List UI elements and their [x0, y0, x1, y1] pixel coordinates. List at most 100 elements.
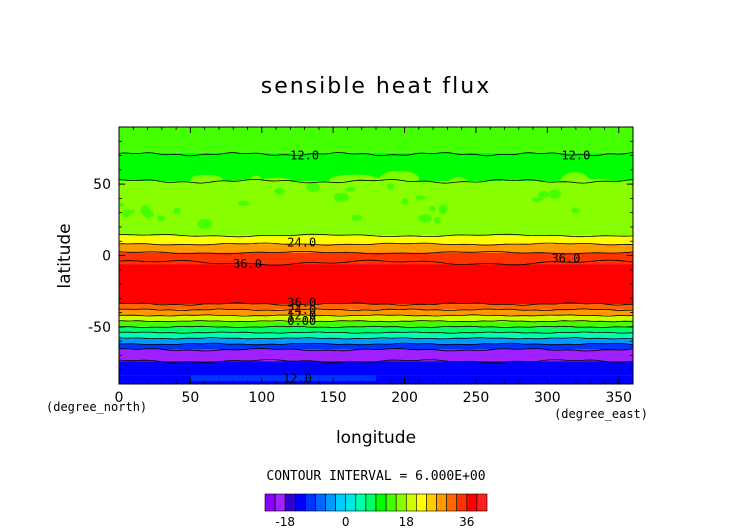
contour-patch — [515, 219, 535, 226]
colorbar-swatch — [345, 493, 357, 512]
colorbar-swatch — [385, 493, 397, 512]
contour-band — [119, 244, 633, 253]
x-tick-label: 100 — [248, 390, 275, 406]
contour-lines — [119, 151, 633, 364]
colorbar-swatch — [294, 493, 306, 512]
y-axis-ticks: -50 0 50 — [88, 140, 633, 371]
contour-patch — [312, 215, 342, 222]
x-tick-label: 200 — [391, 390, 418, 406]
contour-patch — [351, 214, 363, 221]
contour-band — [119, 338, 633, 345]
contour-patch — [594, 207, 626, 220]
contour-band — [119, 309, 633, 316]
contour-interval-text: CONTOUR INTERVAL = 6.000E+00 — [266, 469, 485, 484]
y-tick-label: 0 — [102, 249, 111, 265]
contour-patch — [292, 203, 308, 221]
x-tick-label: 50 — [181, 390, 199, 406]
colorbar-tick-label: 18 — [399, 515, 414, 529]
contour-line — [119, 233, 633, 238]
contour-band — [119, 264, 633, 305]
contour-patch — [173, 207, 181, 215]
colorbar-swatch — [365, 493, 377, 512]
contour-patch — [208, 207, 222, 221]
contour-line — [119, 178, 633, 184]
contour-patch — [274, 187, 285, 195]
colorbar-swatch — [305, 493, 316, 512]
contour-patch — [412, 198, 429, 217]
contour-label: 36.0 — [287, 296, 316, 310]
contour-patch — [379, 170, 420, 187]
colorbar-swatch — [325, 493, 336, 512]
contour-patch — [436, 217, 479, 226]
contour-patch — [150, 181, 167, 188]
colorbar-swatch — [405, 493, 417, 512]
x-tick-label: 350 — [605, 390, 632, 406]
contour-label: 12.0 — [561, 149, 590, 163]
contour-line — [119, 359, 633, 364]
colorbar-swatch — [395, 493, 407, 512]
contour-patch — [154, 202, 209, 212]
contour-patch — [173, 214, 205, 222]
contour-patch — [329, 174, 381, 186]
contour-patch — [381, 211, 409, 220]
contour-patch — [237, 200, 250, 206]
contour-band — [119, 321, 633, 327]
contour-patch — [560, 172, 590, 190]
colorbar-swatch — [466, 493, 478, 512]
contour-line — [119, 151, 633, 157]
contour-patch — [197, 218, 213, 229]
contour-label: 36.0 — [233, 257, 262, 271]
contour-line — [119, 320, 633, 323]
contour-band — [119, 315, 633, 322]
contour-patch — [438, 204, 448, 215]
y-tick-label: 50 — [93, 177, 111, 193]
contour-patch — [390, 223, 418, 234]
contour-patch — [168, 183, 207, 202]
contour-patch — [317, 219, 373, 233]
contour-patch — [353, 210, 384, 223]
contour-band — [119, 326, 633, 333]
contour-line — [119, 342, 633, 346]
contour-patch — [190, 375, 376, 382]
y-tick-label: -50 — [88, 320, 111, 336]
chart-title: sensible heat flux — [261, 74, 492, 99]
colorbar — [264, 493, 488, 512]
y-axis-label: latitude — [55, 223, 75, 288]
contour-patch — [531, 197, 544, 202]
contour-patch — [345, 187, 356, 192]
colorbar-swatch — [416, 493, 427, 512]
contour-patch — [142, 210, 154, 218]
contour-band — [119, 361, 633, 376]
contour-label: 12.0 — [290, 149, 319, 163]
colorbar-swatch — [456, 493, 468, 512]
contour-line — [119, 302, 633, 306]
colorbar-swatch — [315, 493, 326, 512]
contour-patch — [414, 195, 426, 200]
contour-fill-bands — [119, 127, 633, 384]
contour-label: 0.00 — [287, 314, 316, 328]
colorbar-swatch — [476, 493, 488, 512]
contour-patch — [599, 193, 627, 204]
contour-line — [119, 308, 633, 312]
contour-patch — [256, 177, 296, 189]
contour-label: 24.0 — [287, 303, 316, 317]
contour-patch — [122, 211, 130, 218]
contour-patch — [549, 189, 561, 199]
colorbar-swatch — [375, 493, 387, 512]
colorbar-swatch — [426, 493, 437, 512]
contour-patch — [306, 182, 320, 192]
colorbar-swatch — [436, 493, 447, 512]
contour-patch — [157, 215, 165, 222]
contour-band — [119, 344, 633, 350]
contour-label: 36.0 — [551, 251, 580, 265]
x-unit-label: (degree_east) — [554, 407, 648, 421]
colorbar-swatch — [284, 493, 296, 512]
contour-patch — [281, 220, 297, 236]
contour-label: 12.0 — [283, 371, 312, 385]
contour-patch — [333, 192, 350, 202]
contour-patch — [418, 214, 432, 223]
colorbar-ticks: -18 0 18 36 — [275, 515, 474, 529]
contour-patch — [484, 197, 507, 212]
contour-patch — [537, 190, 550, 198]
